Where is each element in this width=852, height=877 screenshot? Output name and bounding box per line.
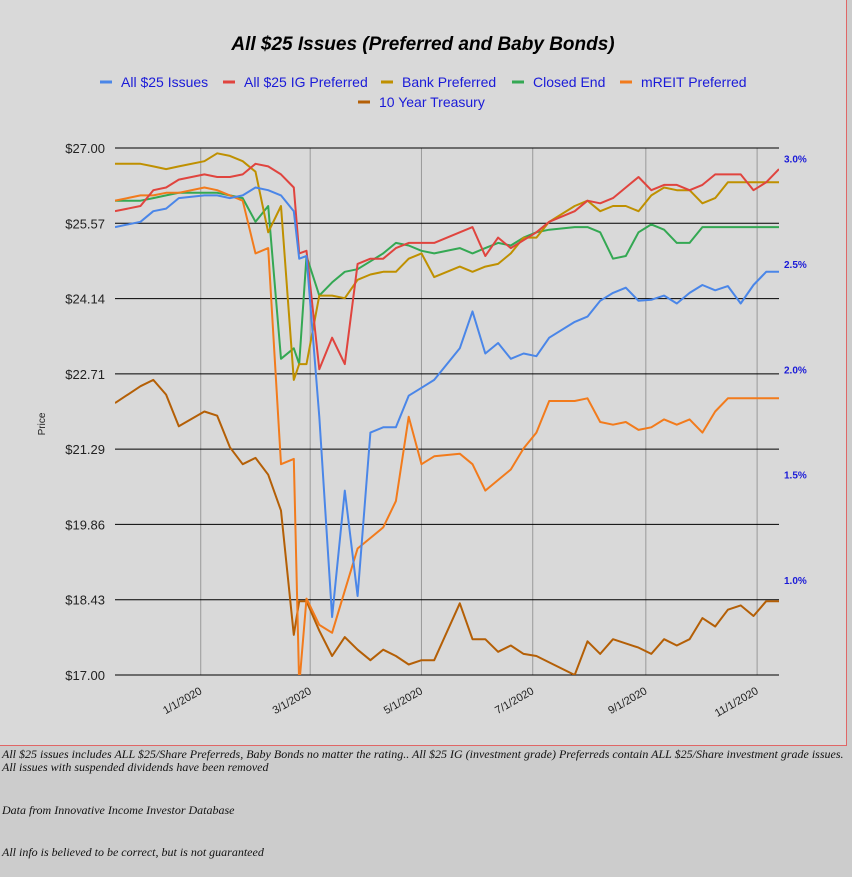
x-tick-label: 9/1/2020	[606, 685, 649, 717]
y-tick-label: $25.57	[65, 216, 105, 231]
note-source: Data from Innovative Income Investor Dat…	[2, 803, 235, 817]
note-scope: All $25 issues includes ALL $25/Share Pr…	[2, 747, 844, 774]
legend-label: Closed End	[533, 74, 605, 90]
y-tick-label: $18.43	[65, 593, 105, 608]
x-tick-label: 3/1/2020	[271, 685, 314, 717]
y-tick-label: $24.14	[65, 292, 105, 307]
series-line-mreit-preferred	[115, 186, 779, 675]
series-line-all-25-issues	[115, 186, 779, 618]
x-tick-label: 1/1/2020	[161, 685, 204, 717]
chart-title: All $25 Issues (Preferred and Baby Bonds…	[230, 34, 614, 55]
chart-svg: All $25 Issues (Preferred and Baby Bonds…	[37, 34, 807, 720]
y-tick-label: $21.29	[65, 442, 105, 457]
series-line-10-year-treasury	[115, 378, 779, 675]
note-disclaimer: All info is believed to be correct, but …	[2, 845, 264, 859]
legend-label: mREIT Preferred	[641, 74, 747, 90]
legend-label: 10 Year Treasury	[379, 94, 485, 110]
legend-label: All $25 Issues	[121, 74, 208, 90]
y2-tick-label: 3.0%	[784, 155, 807, 166]
series-line-closed-end	[115, 191, 779, 366]
y-tick-label: $19.86	[65, 517, 105, 532]
y2-tick-label: 2.0%	[784, 365, 807, 376]
y-tick-label: $17.00	[65, 668, 105, 683]
y-axis-label: Price	[37, 412, 48, 435]
series-line-bank-preferred	[115, 152, 779, 381]
y2-tick-label: 1.5%	[784, 471, 807, 482]
x-tick-label: 5/1/2020	[382, 685, 425, 717]
y-tick-label: $27.00	[65, 141, 105, 156]
x-tick-label: 7/1/2020	[493, 685, 536, 717]
y2-tick-label: 1.0%	[784, 576, 807, 587]
y-tick-label: $22.71	[65, 367, 105, 382]
footnotes: All $25 issues includes ALL $25/Share Pr…	[2, 748, 848, 859]
x-tick-label: 11/1/2020	[713, 685, 761, 719]
legend-label: Bank Preferred	[402, 74, 496, 90]
chart-panel: All $25 Issues (Preferred and Baby Bonds…	[0, 0, 847, 746]
y2-tick-label: 2.5%	[784, 260, 807, 271]
legend-label: All $25 IG Preferred	[244, 74, 368, 90]
series-line-all-25-ig-preferred	[115, 162, 779, 371]
